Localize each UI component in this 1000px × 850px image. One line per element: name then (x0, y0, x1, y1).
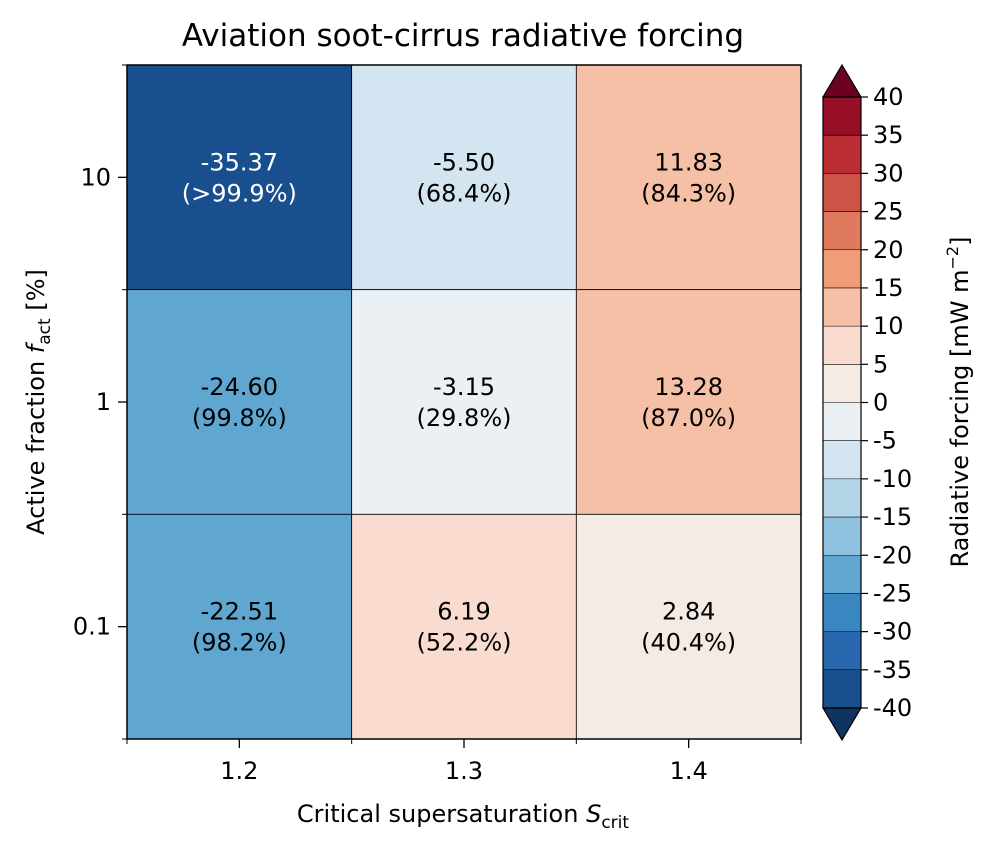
colorbar-segment (823, 440, 861, 480)
heatmap-cell-rect (126, 289, 353, 515)
colorbar-tick-label: 20 (873, 236, 904, 264)
colorbar-under-triangle (821, 707, 863, 742)
colorbar-tick-label: -25 (873, 579, 912, 607)
cell-value-label: -35.37 (201, 148, 278, 176)
heatmap-cell: -22.51 (98.2%) (126, 513, 353, 740)
colorbar-tick-label: -40 (873, 694, 912, 722)
colorbar-label: Radiative forcing [mW m−2] (943, 237, 974, 568)
heatmap-cell: -3.15 (29.8%) (351, 289, 577, 515)
cell-percent-label: (>99.9%) (182, 179, 297, 207)
colorbar-tick-label: -35 (873, 656, 912, 684)
colorbar-tick-label: 35 (873, 121, 904, 149)
colorbar-tick-label: 5 (873, 350, 888, 378)
heatmap-cell: 13.28 (87.0%) (575, 289, 802, 515)
y-tick-label: 0.1 (73, 613, 111, 641)
cell-value-label: 13.28 (654, 373, 723, 401)
cell-percent-label: (99.8%) (192, 404, 287, 432)
colorbar-segment (823, 326, 861, 365)
colorbar-segment (823, 517, 861, 556)
chart-title: Aviation soot-cirrus radiative forcing (182, 18, 744, 54)
y-tick-label: 10 (80, 163, 111, 191)
heatmap-cell-rect (351, 64, 577, 291)
colorbar-segment (823, 364, 861, 403)
cell-value-label: -24.60 (201, 373, 278, 401)
cell-percent-label: (84.3%) (641, 179, 736, 207)
colorbar-tick-label: 0 (873, 389, 888, 417)
colorbar-segment (823, 97, 861, 136)
colorbar-tick-label: 30 (873, 159, 904, 187)
y-tick-label: 1 (96, 388, 111, 416)
colorbar-label-sup: −2 (943, 246, 962, 270)
colorbar-tick-label: 40 (873, 83, 904, 111)
colorbar-over-triangle (821, 63, 863, 98)
heatmap-cell: 2.84 (40.4%) (575, 513, 802, 740)
x-axis-label: Critical supersaturation Scrit (297, 800, 629, 833)
axis-ticks: 1.2 1.3 1.4 10 1 0.1 (73, 64, 802, 785)
heatmap-cell-rect (126, 64, 353, 291)
colorbar-segment (823, 402, 861, 442)
y-axis-label: Active fraction fact [%] (22, 269, 55, 535)
y-axis-label-sub: act (35, 318, 55, 345)
x-axis-label-symbol: S (586, 800, 601, 828)
heatmap-cell: -24.60 (99.8%) (126, 289, 353, 515)
heatmap-cells: -35.37 (>99.9%) -5.50 (68.4%) 11.83 (84.3%) -2… (126, 64, 802, 740)
colorbar-tick-label: 25 (873, 198, 904, 226)
colorbar-tick-label: -20 (873, 541, 912, 569)
x-axis-label-main: Critical supersaturation (297, 800, 586, 828)
colorbar-tick-label: 10 (873, 312, 904, 340)
colorbar-segment (823, 631, 861, 671)
cell-percent-label: (52.2%) (417, 629, 512, 657)
cell-percent-label: (98.2%) (192, 629, 287, 657)
colorbar-segment (823, 593, 861, 633)
colorbar-tick-label: -10 (873, 465, 912, 493)
colorbar-segment (823, 478, 861, 518)
cell-value-label: -3.15 (433, 373, 495, 401)
colorbar-segment (823, 287, 861, 327)
heatmap-cell: -5.50 (68.4%) (351, 64, 577, 291)
heatmap-cell-rect (126, 513, 353, 740)
cell-value-label: -5.50 (433, 148, 495, 176)
heatmap-cell-rect (575, 289, 802, 515)
colorbar-tick-label: -15 (873, 503, 912, 531)
colorbar-tick-label: -5 (873, 427, 897, 455)
heatmap-cell-rect (575, 64, 802, 291)
colorbar: 40 35 30 25 20 15 10 5 0 -5 -10 -15 -20 -25 -30 -35 -40 (821, 63, 912, 742)
heatmap-cell: 6.19 (52.2%) (351, 513, 577, 740)
cell-percent-label: (87.0%) (641, 404, 736, 432)
heatmap-cell-rect (351, 513, 577, 740)
colorbar-tick-label: 15 (873, 274, 904, 302)
colorbar-segment (823, 211, 861, 251)
x-tick-label: 1.4 (670, 757, 708, 785)
colorbar-segment (823, 173, 861, 213)
colorbar-label-end: ] (946, 237, 974, 246)
cell-value-label: 2.84 (662, 598, 715, 626)
colorbar-segment (823, 669, 861, 709)
colorbar-segment (823, 135, 861, 174)
heatmap-cell-rect (351, 289, 577, 515)
colorbar-label-main: Radiative forcing [mW m (946, 269, 974, 567)
cell-percent-label: (29.8%) (417, 404, 512, 432)
heatmap-cell-rect (575, 513, 802, 740)
colorbar-segment (823, 249, 861, 289)
x-axis-label-sub: crit (601, 813, 629, 833)
colorbar-tick-label: -30 (873, 618, 912, 646)
cell-percent-label: (40.4%) (641, 629, 736, 657)
cell-value-label: 6.19 (437, 598, 490, 626)
cell-value-label: -22.51 (201, 598, 278, 626)
heatmap-cell: -35.37 (>99.9%) (126, 64, 353, 291)
y-axis-label-unit: [%] (22, 269, 50, 318)
y-axis-label-main: Active fraction (22, 353, 50, 535)
heatmap-cell: 11.83 (84.3%) (575, 64, 802, 291)
x-tick-label: 1.2 (220, 757, 258, 785)
cell-value-label: 11.83 (654, 148, 723, 176)
x-tick-label: 1.3 (445, 757, 483, 785)
cell-percent-label: (68.4%) (417, 179, 512, 207)
colorbar-segment (823, 555, 861, 594)
